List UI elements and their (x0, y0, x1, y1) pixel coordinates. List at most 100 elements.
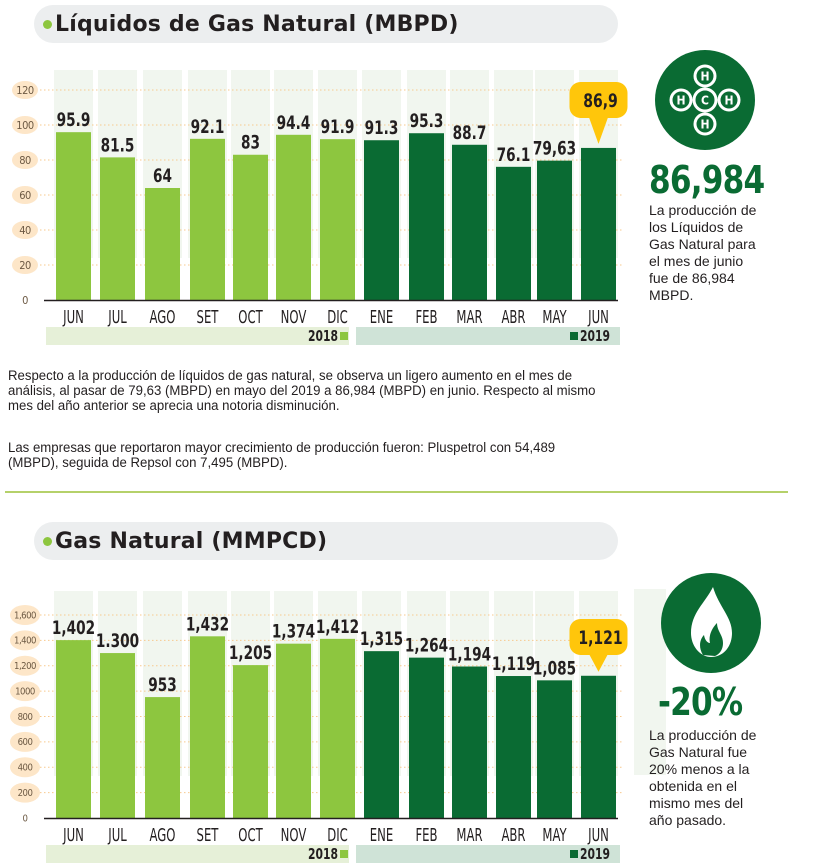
bar-may-2019 (537, 680, 572, 818)
bar-ene-2019 (364, 140, 399, 300)
tick-bubble (12, 256, 38, 274)
x-tick-label: FEB (415, 306, 437, 328)
bar-jul-2018 (100, 653, 135, 818)
bar-nov-2018 (276, 134, 311, 300)
x-tick-label: JUL (107, 306, 126, 328)
y-tick-label: 40 (19, 224, 31, 237)
chart-liquidos: 0 20 40 60 80 100 120 95.9 JUN 81.5 JUL 64 AGO 92.1 SE… (12, 70, 628, 345)
paragraph-line: Respecto a la producción de líquidos de … (8, 368, 573, 384)
bar-value-label: 92.1 (191, 116, 225, 138)
x-tick-label: JUL (107, 824, 126, 846)
x-tick-label: JUN (62, 306, 84, 328)
highlight-line: La producción de (649, 727, 757, 743)
bar-value-label: 1,374 (272, 621, 315, 643)
bar-value-label: 1,402 (52, 618, 95, 640)
y-tick-label: 1000 (15, 686, 35, 697)
x-tick-label: AGO (150, 306, 176, 328)
section2-title-pill: Gas Natural (MMPCD) (34, 522, 618, 560)
section1-highlight-value: 86,984 (649, 158, 765, 202)
tick-bubble (12, 151, 38, 169)
highlight-callout (569, 82, 628, 118)
tick-bubble (12, 186, 38, 204)
x-tick-label: JUN (62, 824, 84, 846)
methane-molecule-icon: C H H H H (655, 50, 755, 150)
callout-pointer (588, 653, 609, 672)
legend-swatch-2019 (570, 332, 578, 340)
bar-value-label: 1.300 (96, 630, 139, 652)
molecule-h-bottom: H (700, 118, 709, 132)
tick-bubble (10, 655, 40, 676)
bar-nov-2018 (276, 643, 311, 818)
bar-mar-2019 (452, 144, 487, 300)
bar-value-label: 95.9 (57, 110, 91, 132)
bar-feb-2019 (409, 133, 444, 300)
bar-value-label: 1,315 (360, 629, 403, 651)
x-tick-label: FEB (415, 824, 437, 846)
bar-ago-2018 (145, 697, 180, 818)
highlight-line: el mes de junio (649, 253, 744, 269)
bar-jun-2019 (581, 147, 616, 300)
highlight-callout (569, 619, 628, 655)
section1-highlight-text: La producción de los Líquidos de Gas Nat… (649, 202, 756, 304)
bar-value-label: 1,119 (492, 653, 535, 675)
flame-graphic (691, 587, 732, 657)
bar-may-2019 (537, 160, 572, 300)
legend-band-2019 (356, 327, 620, 345)
callout-value-label: 1,121 (578, 628, 622, 650)
legend-band-2018 (46, 327, 349, 345)
bar-value-label: 94.4 (277, 112, 311, 134)
bar-dic-2018 (320, 638, 355, 818)
bullet-dot-icon (43, 19, 52, 29)
tick-bubble (12, 81, 38, 99)
section2-highlight-text: La producción de Gas Natural fue 20% men… (649, 727, 756, 829)
x-tick-label: SET (197, 824, 219, 846)
bar-value-label: 1,085 (533, 658, 576, 680)
x-tick-label: MAY (542, 824, 566, 846)
tick-bubble (12, 116, 38, 134)
bar-feb-2019 (409, 657, 444, 818)
bar-abr-2019 (496, 676, 531, 818)
highlight-line: los Líquidos de (649, 219, 744, 235)
x-tick-label: OCT (238, 824, 263, 846)
highlight-line: MBPD. (649, 287, 694, 303)
x-tick-label: ENE (370, 306, 394, 328)
x-tick-label: SET (197, 306, 219, 328)
bar-jun-2018 (56, 640, 91, 818)
legend-label-2018: 2018 (308, 846, 338, 864)
legend-swatch-2018 (340, 332, 348, 340)
tick-bubble (10, 757, 40, 778)
y-tick-label: 100 (16, 119, 34, 132)
bar-jul-2018 (100, 157, 135, 300)
tick-bubble (10, 731, 40, 752)
bar-value-label: 88.7 (453, 122, 487, 144)
x-tick-label: JUN (587, 824, 609, 846)
paragraph-line: análisis, al pasar de 79,63 (MBPD) en ma… (8, 383, 596, 399)
x-tick-label: OCT (238, 306, 263, 328)
molecule-h-left: H (676, 94, 685, 108)
paragraph-line: Las empresas que reportaron mayor crecim… (8, 440, 556, 456)
y-tick-label: 600 (18, 737, 33, 748)
molecule-h-right: H (724, 94, 733, 108)
x-tick-label: NOV (281, 306, 307, 328)
y-tick-label: 400 (18, 763, 33, 774)
analysis-paragraph-2: Las empresas que reportaron mayor crecim… (8, 441, 696, 471)
y-tick-label: 80 (19, 154, 31, 167)
tick-bubble (10, 681, 40, 702)
y-tick-label: 0 (22, 294, 28, 307)
y-tick-label: 1,200 (14, 661, 36, 672)
section-divider (5, 491, 788, 493)
bar-value-label: 95.3 (410, 111, 444, 133)
bar-ene-2019 (364, 651, 399, 818)
chart-gas-natural: 0 200 400 600 800 1000 1,200 1,400 1,600 1,402 JUN… (10, 591, 628, 864)
highlight-line: 20% menos a la (649, 761, 750, 777)
bar-value-label: 81.5 (101, 135, 135, 157)
bar-jun-2018 (56, 132, 91, 300)
section2-highlight-value: -20% (658, 680, 743, 724)
bar-value-label: 1,264 (405, 635, 448, 657)
bar-jun-2019 (581, 675, 616, 818)
x-tick-label: DIC (327, 824, 348, 846)
molecule-carbon: C (701, 94, 709, 108)
bar-value-label: 1,432 (186, 614, 229, 636)
bar-set-2018 (190, 636, 225, 818)
legend-label-2019: 2019 (580, 846, 610, 864)
